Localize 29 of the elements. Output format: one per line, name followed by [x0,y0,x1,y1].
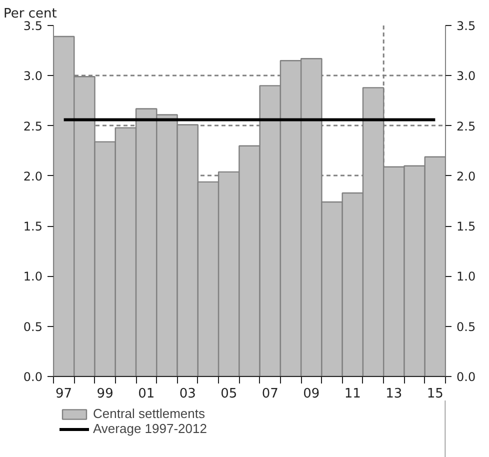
y-tick-label: 0.5 [23,320,43,334]
x-tick-label: 07 [262,386,278,402]
y2-tick-label: 3.5 [456,19,476,33]
y-axis-title: Per cent [4,6,57,22]
x-tick-label: 97 [56,386,72,402]
y-tick-label: 3.0 [23,69,43,84]
y2-tick-label: 1.5 [456,220,476,234]
x-tick-label: 03 [179,386,196,402]
y2-tick-label: 2.0 [456,169,476,184]
x-tick-label: 13 [386,386,402,402]
y-tick-label: 1.5 [23,220,43,234]
y2-tick-label: 0.0 [456,370,476,384]
x-tick-label: 05 [220,386,238,402]
x-tick-label: 09 [303,386,320,402]
y2-tick-label: 3.0 [456,69,476,84]
y-tick-label: 1.0 [23,270,43,284]
legend-label: Central settlements [93,406,205,421]
y-tick-label: 2.5 [23,119,43,134]
x-tick-label: 15 [426,386,444,402]
y2-tick-label: 2.5 [456,119,476,134]
x-tick-label: 11 [344,386,361,402]
y2-tick-label: 1.0 [456,270,476,284]
x-tick-label: 99 [96,386,114,402]
legend-label: Average 1997-2012 [93,421,207,436]
x-tick-label: 01 [138,386,155,402]
y-tick-label: 3.5 [23,19,43,33]
y-tick-label: 2.0 [23,169,43,184]
y2-tick-label: 0.5 [456,320,476,334]
y-tick-label: 0.0 [23,370,43,384]
